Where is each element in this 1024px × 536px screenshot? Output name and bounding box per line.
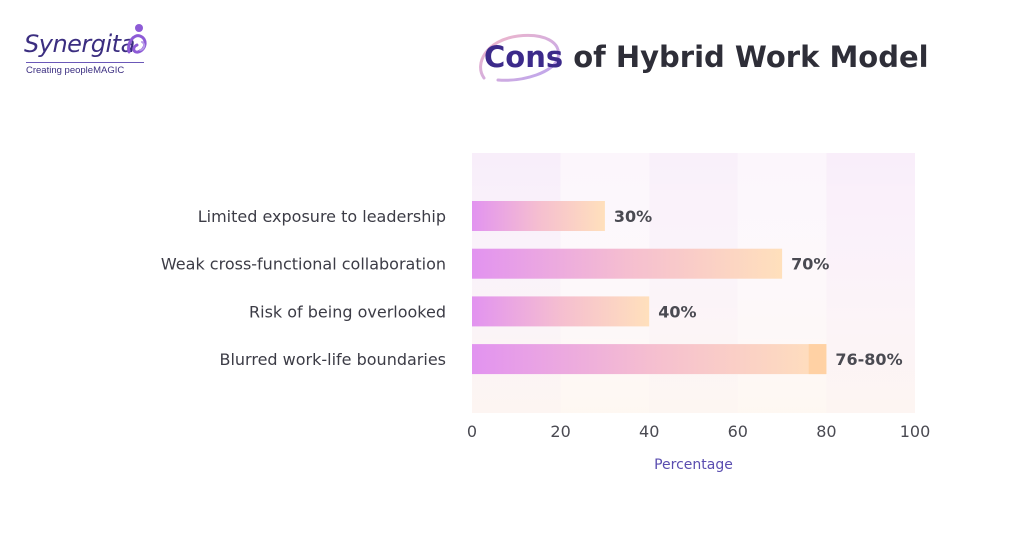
category-label: Limited exposure to leadership (198, 207, 446, 226)
x-axis-title: Percentage (654, 457, 733, 473)
bar (472, 248, 783, 279)
title-rest: of Hybrid Work Model (563, 40, 929, 74)
title-highlight: Cons (484, 40, 564, 74)
data-label: 40% (658, 302, 696, 321)
title-swoosh-decoration (479, 33, 560, 82)
category-labels-group: Limited exposure to leadership Weak cross… (161, 207, 446, 369)
category-label: Risk of being overlooked (249, 302, 446, 321)
x-axis-ticks-group: 0 20 40 60 80 100 (467, 422, 930, 441)
chart-title-area: Cons of Hybrid Work Model (470, 30, 990, 90)
bar (472, 296, 650, 327)
bars-group (472, 201, 827, 375)
brand-tagline: Creating peopleMAGIC (26, 62, 144, 76)
people-magic-icon (127, 24, 147, 54)
data-label: 30% (614, 207, 652, 226)
x-tick-label: 80 (816, 422, 836, 441)
bar (472, 201, 605, 231)
chart-title: Cons of Hybrid Work Model (484, 40, 929, 74)
bar (472, 344, 827, 375)
x-tick-label: 20 (550, 422, 570, 441)
category-label: Weak cross-functional collaboration (161, 255, 446, 274)
synergita-logo: Synergita Creating peopleMAGIC (24, 18, 174, 78)
value-labels-group: 30% 70% 40% 76-80% (614, 207, 903, 369)
bar-range-segment (808, 344, 827, 375)
x-tick-label: 40 (639, 422, 659, 441)
x-tick-label: 60 (728, 422, 748, 441)
brand-name: Synergita (24, 30, 135, 58)
category-label: Blurred work-life boundaries (219, 350, 446, 369)
data-label: 70% (791, 255, 829, 274)
x-tick-label: 0 (467, 422, 477, 441)
data-label: 76-80% (835, 350, 902, 369)
x-tick-label: 100 (900, 422, 931, 441)
